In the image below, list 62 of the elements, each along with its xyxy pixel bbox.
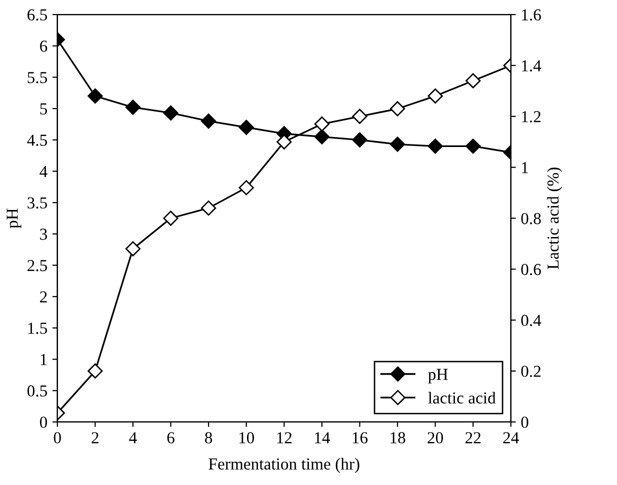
y2-tick-label: 0.4 xyxy=(521,314,542,326)
y-tick-label: 2 xyxy=(40,291,47,302)
y-tick-label: 0 xyxy=(40,416,48,428)
y2-tick-label: 0 xyxy=(521,416,528,428)
y2-tick-label: 0.2 xyxy=(521,366,541,378)
point xyxy=(200,114,216,129)
x-axis-title: Fermentation time (hr) xyxy=(208,458,360,474)
point xyxy=(200,200,216,216)
legend-label: lactic acid xyxy=(428,392,496,404)
y2-tick-label: 0.6 xyxy=(521,264,541,276)
y-tick-label: 0.5 xyxy=(27,385,48,397)
legend-label: pH xyxy=(428,368,448,384)
x-tick-label: 22 xyxy=(465,432,480,444)
x-tick-label: 6 xyxy=(167,432,174,444)
y-tick-label: 3.5 xyxy=(28,197,48,209)
y-tick-label: 4 xyxy=(40,166,48,178)
point xyxy=(390,101,406,116)
x-tick-label: 18 xyxy=(390,432,406,444)
y-tick-label: 5.5 xyxy=(28,72,48,84)
y-tick-label: 5 xyxy=(40,103,48,115)
point xyxy=(238,120,254,135)
point xyxy=(163,210,178,226)
y2-tick-label: 1.6 xyxy=(522,9,541,21)
x-tick-label: 2 xyxy=(92,432,98,444)
y-axis-title: pH xyxy=(6,208,22,228)
point xyxy=(352,132,368,148)
y-tick-label: 4.5 xyxy=(27,134,48,146)
x-tick-label: 8 xyxy=(205,432,212,444)
x-tick-label: 16 xyxy=(352,432,368,444)
point xyxy=(466,73,481,88)
y-tick-label: 1.5 xyxy=(28,322,48,334)
x-tick-label: 24 xyxy=(503,432,519,444)
point xyxy=(125,100,141,115)
point xyxy=(314,116,330,132)
y-tick-label: 3 xyxy=(40,228,48,240)
x-tick-label: 10 xyxy=(239,432,254,444)
point xyxy=(352,108,368,124)
x-tick-label: 20 xyxy=(428,432,443,444)
x-tick-label: 12 xyxy=(277,432,292,444)
x-tick-label: 0 xyxy=(54,432,61,444)
x-tick-label: 4 xyxy=(129,432,137,444)
point xyxy=(466,138,481,154)
point xyxy=(238,180,254,196)
y2-axis-title: Lactic acid (%) xyxy=(546,168,562,270)
y2-tick-label: 0.8 xyxy=(521,212,541,224)
point xyxy=(276,134,292,150)
y-tick-label: 1 xyxy=(40,354,47,366)
point xyxy=(163,105,178,121)
y2-tick-label: 1.2 xyxy=(522,111,541,122)
point xyxy=(428,88,443,104)
y2-tick-label: 1.4 xyxy=(522,60,542,72)
point xyxy=(314,129,330,144)
y-tick-label: 6 xyxy=(40,40,48,52)
point xyxy=(88,363,103,379)
x-tick-label: 14 xyxy=(315,432,330,444)
y-tick-label: 2.5 xyxy=(28,260,48,272)
point xyxy=(390,136,406,152)
point xyxy=(428,138,443,154)
point xyxy=(125,241,141,256)
point xyxy=(88,88,103,104)
y2-tick-label: 1 xyxy=(522,162,528,174)
y-tick-label: 6.5 xyxy=(28,9,48,21)
